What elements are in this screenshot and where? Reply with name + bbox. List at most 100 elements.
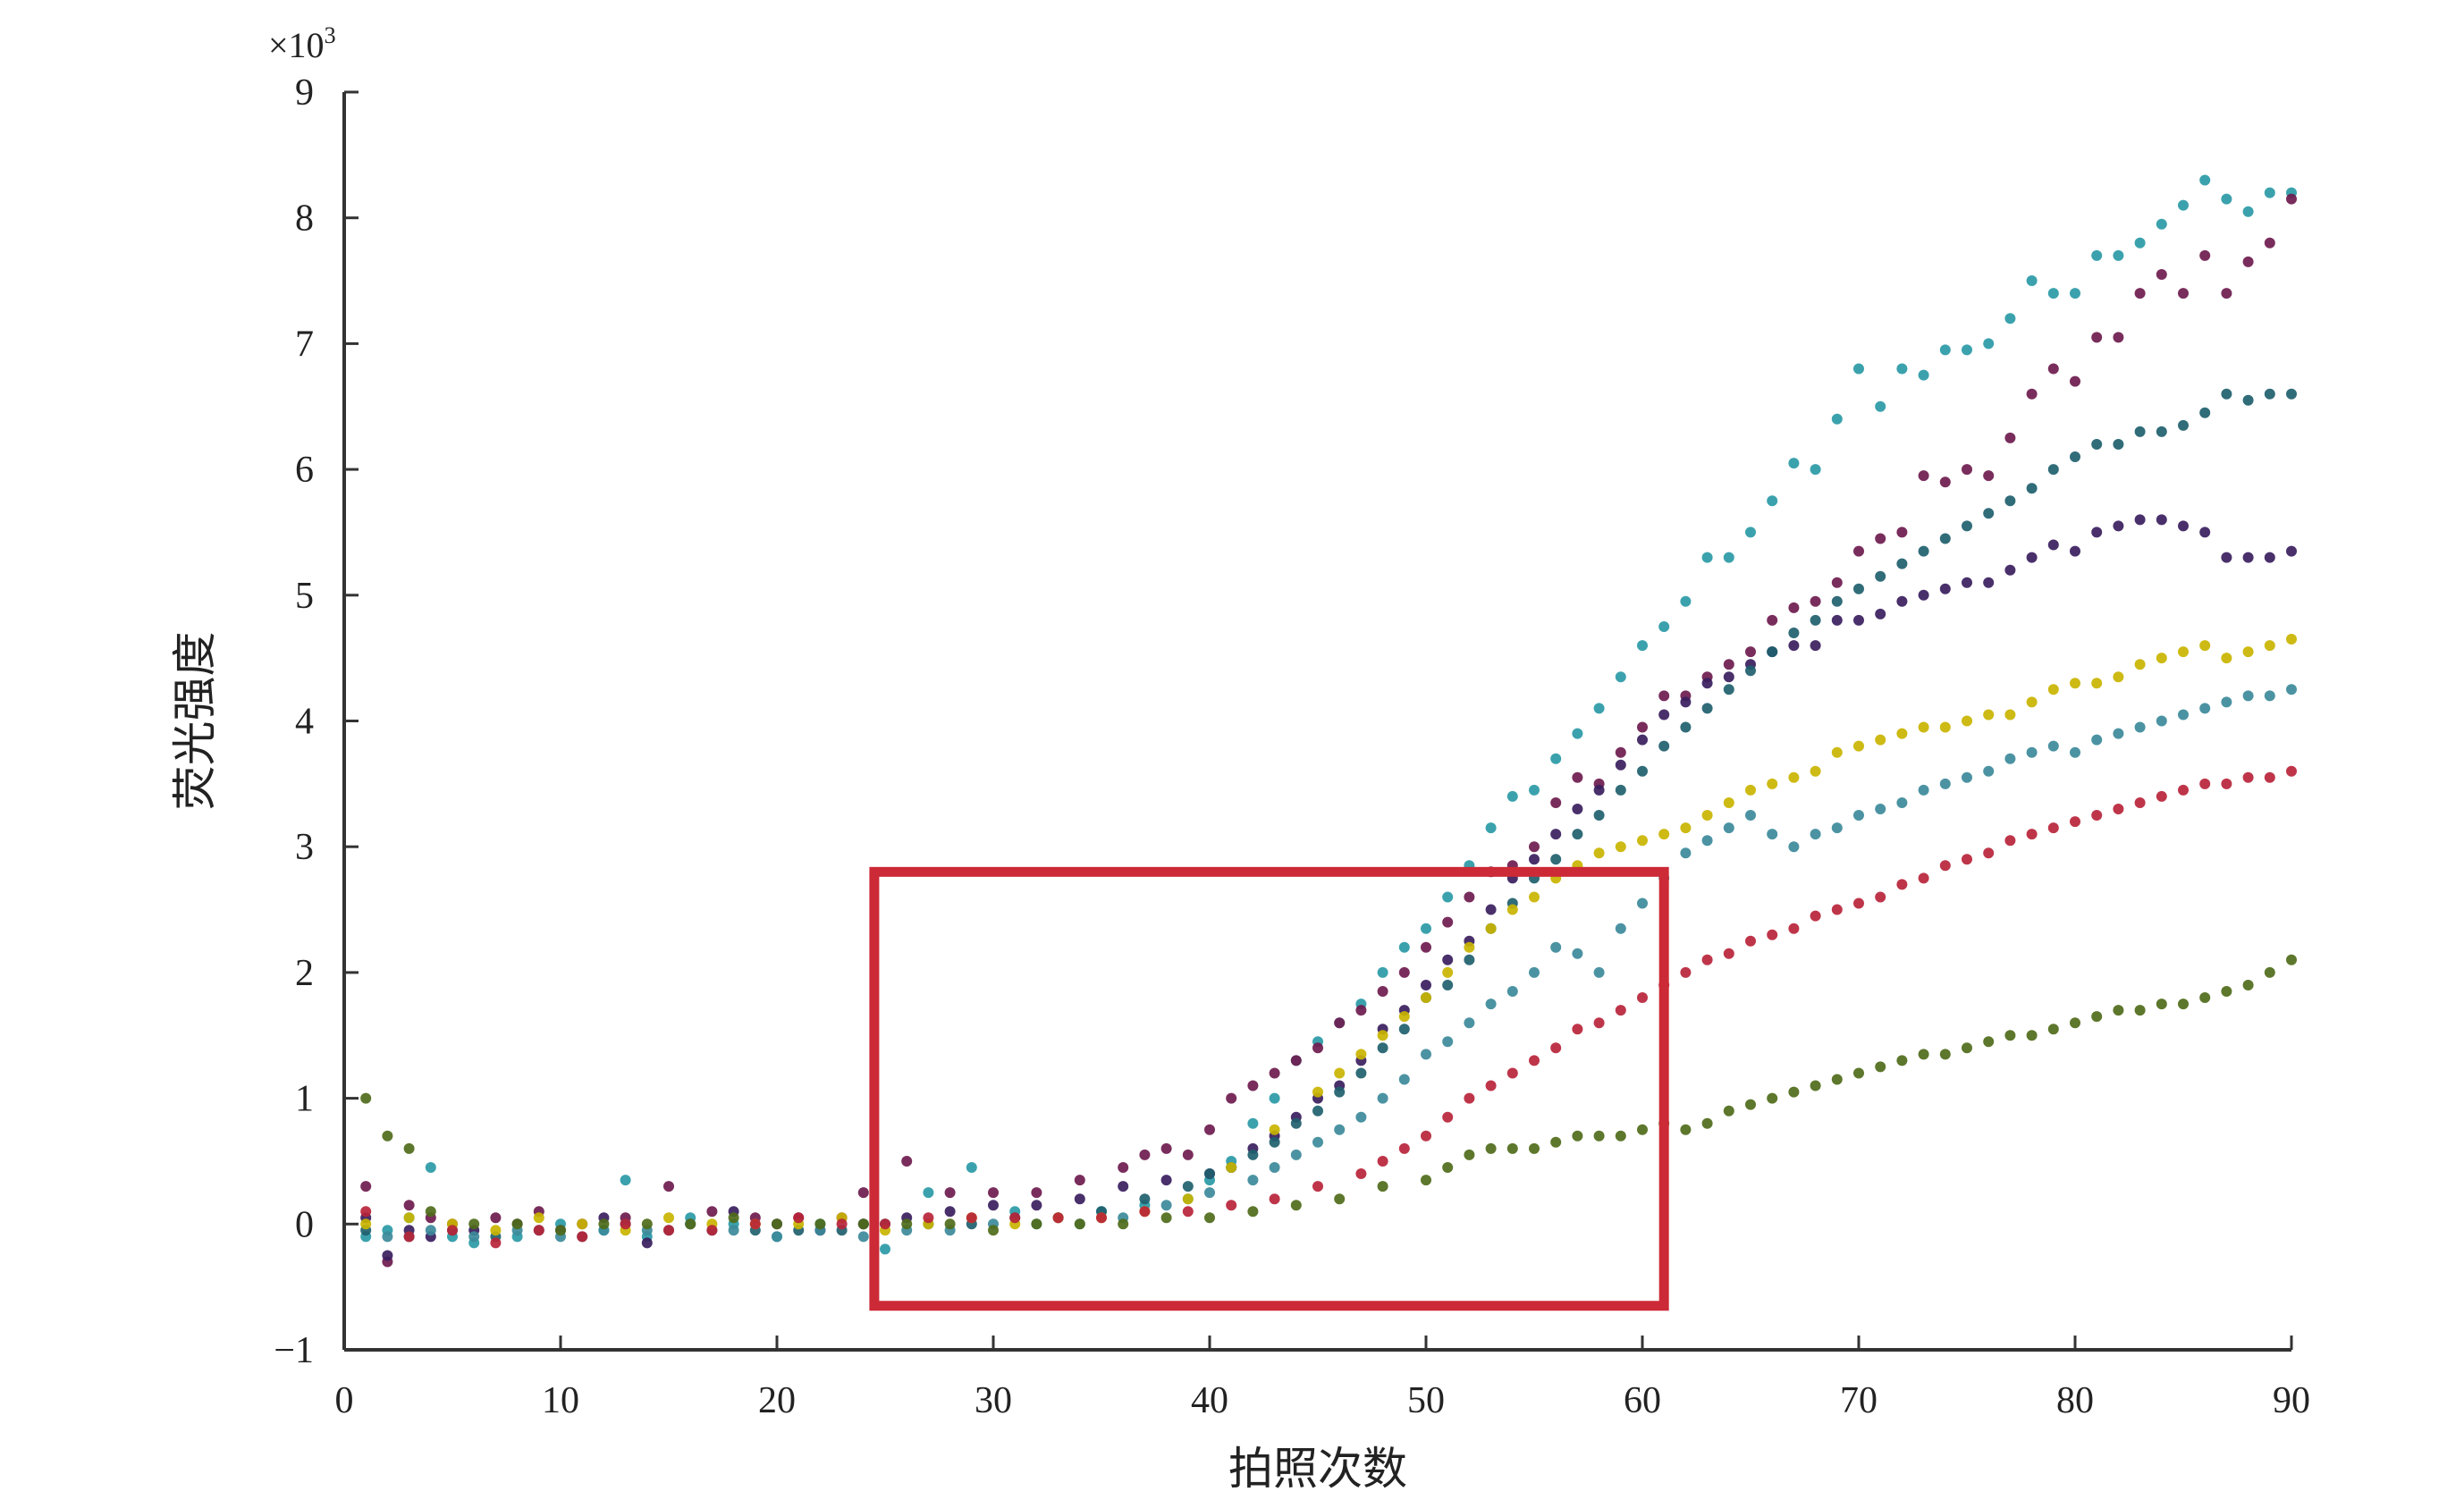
y-multiplier-exponent: 3 <box>325 22 336 48</box>
data-point <box>2070 746 2080 758</box>
data-point <box>468 1231 480 1243</box>
data-point <box>533 1225 544 1236</box>
data-point <box>1810 765 1821 777</box>
data-point <box>1767 929 1778 940</box>
data-point <box>793 1212 805 1224</box>
data-point <box>2178 288 2189 299</box>
data-point <box>1896 527 1908 538</box>
data-point <box>1398 1011 1410 1023</box>
data-point <box>966 1162 977 1173</box>
data-point <box>1593 1130 1605 1142</box>
x-tick-label: 50 <box>1407 1380 1445 1421</box>
data-point <box>1139 1193 1151 1205</box>
data-point <box>2134 288 2146 299</box>
data-point <box>2221 778 2232 789</box>
data-point <box>2091 734 2103 746</box>
data-point <box>1031 1200 1042 1211</box>
data-point <box>1615 923 1626 934</box>
data-point <box>1182 1206 1194 1218</box>
data-point <box>620 1218 631 1230</box>
data-point <box>1290 1055 1302 1066</box>
y-tick-label: 0 <box>295 1204 314 1245</box>
highlight-box <box>869 866 1669 1311</box>
data-point <box>1529 854 1540 865</box>
data-point <box>1983 765 1995 777</box>
data-point <box>1767 495 1778 507</box>
data-point <box>2286 545 2297 557</box>
data-point <box>1983 338 1995 350</box>
data-point <box>1464 891 1475 903</box>
data-point <box>1875 804 1886 814</box>
data-point <box>2264 237 2275 249</box>
data-point <box>1074 1175 1085 1186</box>
data-point <box>1788 628 1800 638</box>
y-tick-label: 7 <box>295 324 314 365</box>
data-point <box>1962 771 1972 783</box>
series-5 <box>360 634 2297 1236</box>
data-point <box>1896 797 1908 808</box>
data-point <box>1745 527 1756 538</box>
y-axis-title: 荧光强度 <box>169 632 221 811</box>
data-point <box>1334 1067 1346 1079</box>
data-point <box>772 1231 782 1243</box>
data-point <box>663 1181 674 1192</box>
data-point <box>2070 816 2080 828</box>
data-point <box>1442 980 1454 990</box>
data-point <box>533 1212 544 1224</box>
data-point <box>1896 1055 1908 1066</box>
data-point <box>1160 1175 1172 1186</box>
data-point <box>1377 1042 1388 1054</box>
data-point <box>1334 1017 1346 1029</box>
data-point <box>1810 640 1821 652</box>
data-point <box>1615 746 1626 758</box>
data-point <box>1723 671 1734 683</box>
data-point <box>1118 1181 1129 1192</box>
data-point <box>1312 1105 1323 1117</box>
data-point <box>1658 621 1670 632</box>
data-point <box>2156 653 2167 664</box>
data-point <box>1853 897 1864 909</box>
data-point <box>1896 728 1908 739</box>
data-point <box>1875 570 1886 582</box>
data-point <box>1918 721 1929 733</box>
data-point <box>1745 646 1756 658</box>
data-point <box>2113 439 2124 450</box>
data-point <box>2134 237 2146 249</box>
data-point <box>2134 426 2146 437</box>
data-point <box>2004 753 2016 764</box>
data-point <box>360 1218 372 1230</box>
data-point <box>2264 187 2275 198</box>
data-point <box>1853 545 1864 557</box>
data-point <box>2070 1017 2080 1029</box>
data-point <box>1442 966 1454 978</box>
data-point <box>2026 388 2038 400</box>
data-point <box>2113 249 2124 261</box>
data-point <box>1680 595 1692 607</box>
data-point <box>360 1181 372 1192</box>
data-point <box>1745 935 1756 947</box>
data-point <box>1485 822 1497 834</box>
data-point <box>1506 790 1518 802</box>
data-point <box>2091 1011 2103 1023</box>
data-point <box>1701 835 1713 847</box>
data-point <box>1983 1036 1995 1048</box>
data-point <box>2156 999 2167 1010</box>
series-6 <box>382 684 2297 1243</box>
data-point <box>1182 1149 1194 1160</box>
data-point <box>1593 703 1605 714</box>
x-tick-label: 80 <box>2056 1380 2094 1421</box>
data-point <box>1464 954 1475 965</box>
data-point <box>1464 1149 1475 1160</box>
data-point <box>1875 533 1886 544</box>
data-point <box>1377 1092 1388 1104</box>
data-point <box>1701 678 1713 689</box>
data-point <box>1290 1149 1302 1160</box>
data-point <box>1398 1142 1410 1154</box>
data-point <box>2026 552 2038 563</box>
data-point <box>1745 1099 1756 1110</box>
data-point <box>1290 1200 1302 1211</box>
data-point <box>1896 595 1908 607</box>
data-point <box>2221 388 2232 400</box>
data-point <box>1572 1130 1583 1142</box>
data-point <box>1723 797 1734 808</box>
